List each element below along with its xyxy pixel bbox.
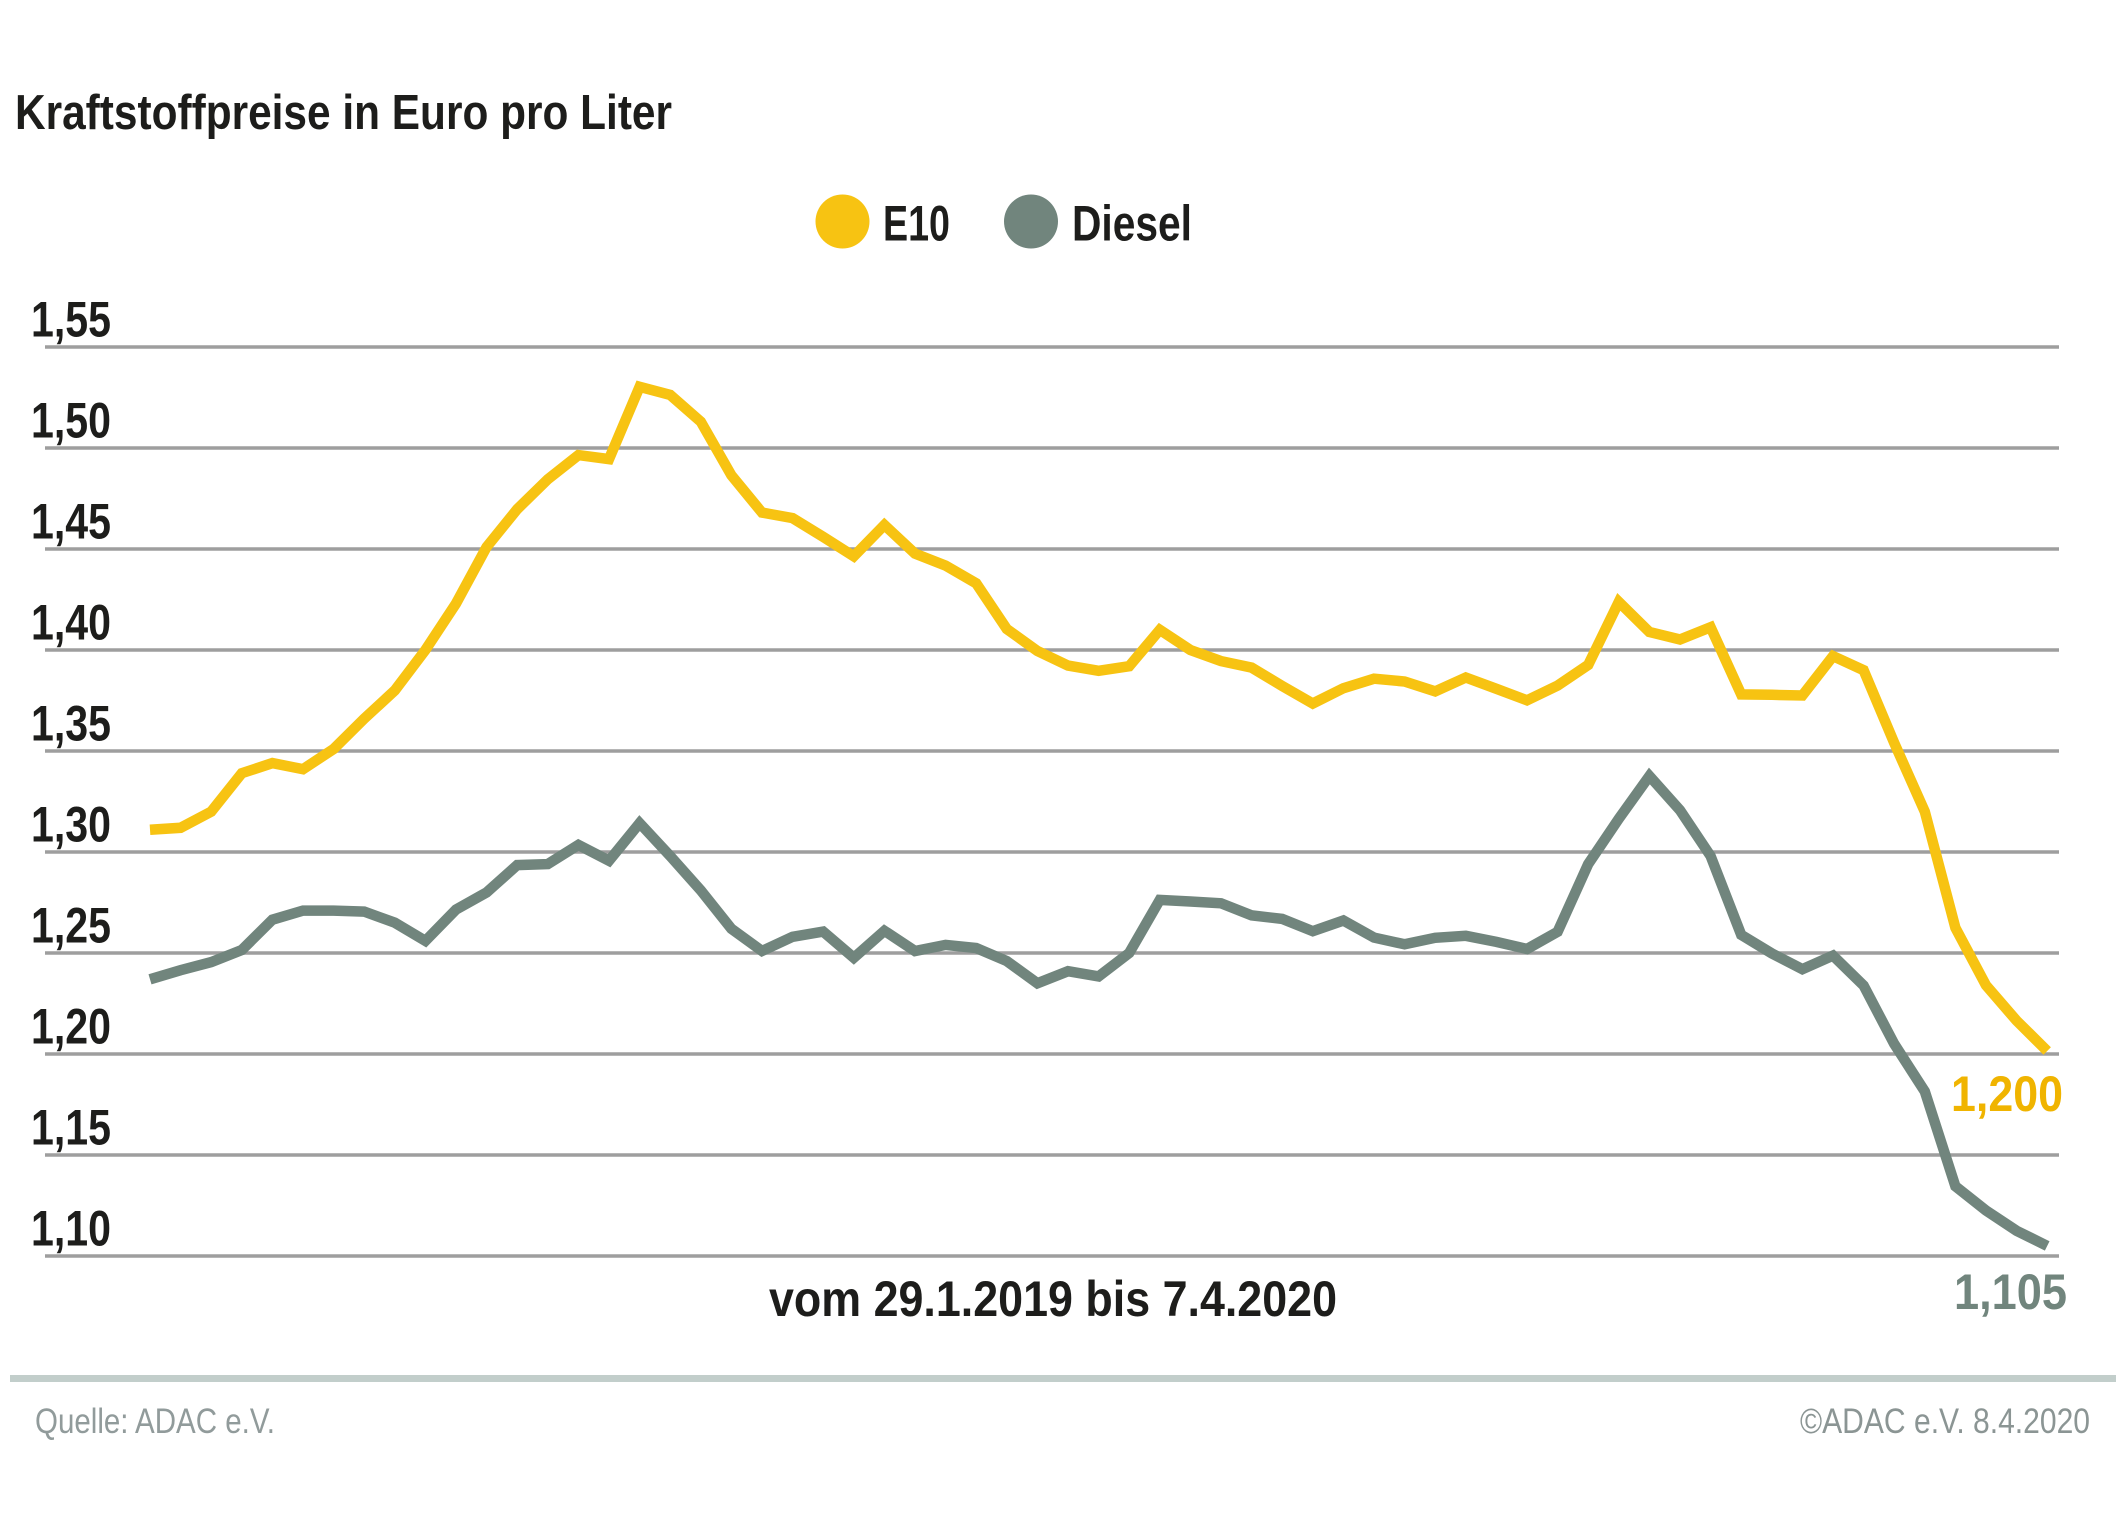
svg-text:1,200: 1,200 (1951, 1066, 2063, 1122)
svg-text:Diesel: Diesel (1072, 196, 1192, 252)
svg-text:1,35: 1,35 (31, 696, 111, 752)
svg-text:Quelle: ADAC e.V.: Quelle: ADAC e.V. (35, 1402, 275, 1441)
svg-text:1,40: 1,40 (31, 595, 111, 651)
svg-text:Kraftstoffpreise in Euro pro L: Kraftstoffpreise in Euro pro Liter (15, 86, 672, 140)
svg-text:1,45: 1,45 (31, 494, 111, 550)
svg-text:1,50: 1,50 (31, 393, 111, 449)
svg-text:E10: E10 (883, 196, 950, 252)
svg-text:1,10: 1,10 (31, 1201, 111, 1257)
svg-text:1,30: 1,30 (31, 797, 111, 853)
svg-text:1,55: 1,55 (31, 292, 111, 348)
svg-text:©ADAC e.V. 8.4.2020: ©ADAC e.V. 8.4.2020 (1800, 1402, 2090, 1441)
svg-text:1,20: 1,20 (31, 999, 111, 1055)
svg-text:1,25: 1,25 (31, 898, 111, 954)
svg-text:1,105: 1,105 (1954, 1264, 2067, 1320)
svg-text:vom 29.1.2019 bis 7.4.2020: vom 29.1.2019 bis 7.4.2020 (769, 1271, 1337, 1327)
svg-text:1,15: 1,15 (31, 1100, 111, 1156)
